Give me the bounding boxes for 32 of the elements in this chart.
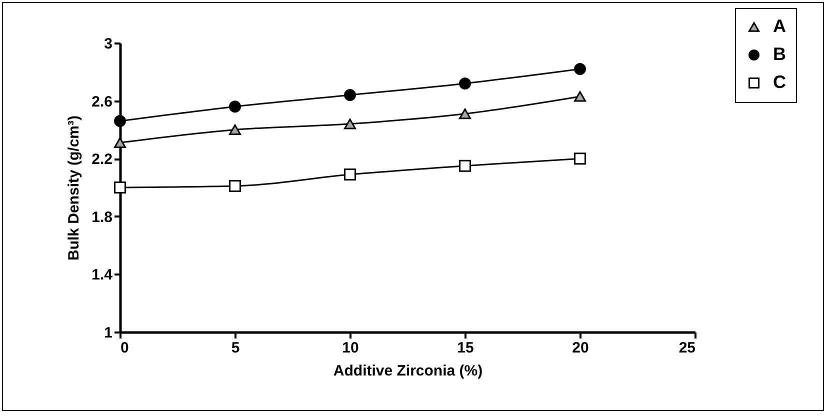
point: [229, 100, 241, 113]
x-tick-label: 10: [342, 340, 359, 356]
point: [459, 160, 471, 172]
legend-label: A: [773, 16, 786, 36]
point: [114, 182, 126, 194]
legend-label: C: [773, 72, 786, 92]
x-tick-label: 25: [678, 340, 696, 356]
point: [344, 89, 356, 102]
y-tick-label: 1.4: [92, 266, 114, 284]
y-tick-label: 2.6: [92, 93, 112, 110]
legend-label: B: [773, 44, 786, 64]
point: [574, 91, 586, 102]
y-tick-label: 1: [104, 324, 112, 342]
point: [574, 63, 586, 75]
point: [459, 77, 471, 90]
point: [229, 180, 241, 192]
x-axis-title: Additive Zirconia (%): [333, 362, 483, 380]
y-axis-title: Bulk Density (g/cm³): [66, 115, 83, 261]
point: [114, 137, 126, 148]
x-tick-label: 15: [457, 340, 474, 356]
point: [344, 168, 356, 180]
point: [344, 118, 356, 130]
y-tick-label: 1.8: [92, 208, 112, 226]
point: [229, 124, 241, 135]
point: [459, 108, 471, 120]
y-tick-label: 2.2: [92, 151, 112, 168]
x-tick-label: 20: [572, 340, 589, 356]
x-tick-label: 0: [120, 340, 129, 356]
point: [574, 152, 586, 165]
y-tick-label: 3: [104, 36, 112, 52]
point: [114, 115, 126, 128]
x-tick-label: 5: [231, 340, 240, 356]
